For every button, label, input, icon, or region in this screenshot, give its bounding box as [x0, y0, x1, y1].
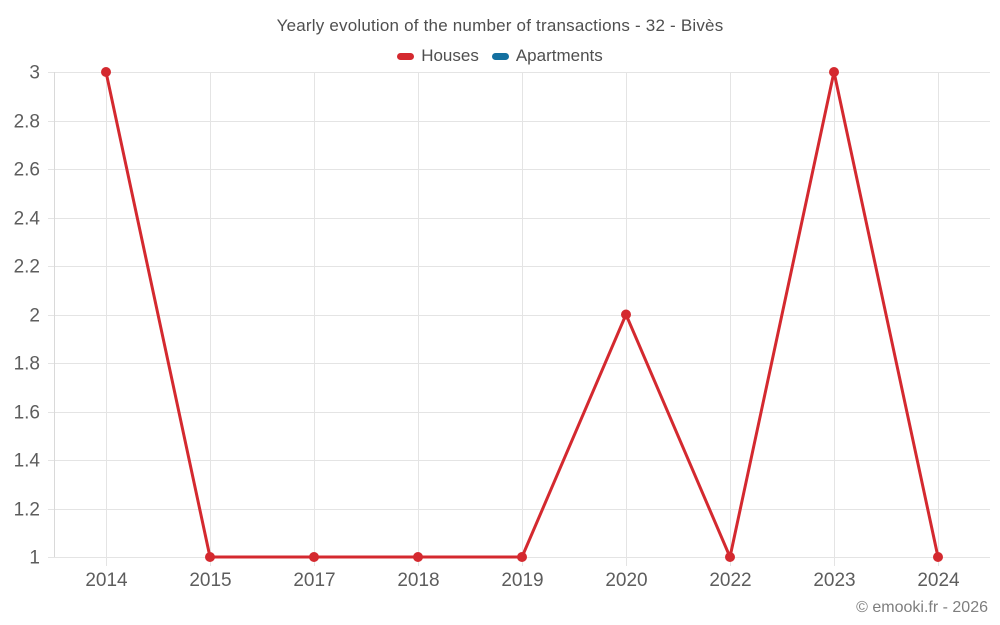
y-axis-label: 2.4 — [14, 209, 41, 230]
y-axis-label: 3 — [29, 63, 40, 84]
x-axis-label: 2022 — [709, 570, 751, 591]
copyright: © emooki.fr - 2026 — [856, 599, 988, 616]
legend-label-apartments: Apartments — [515, 46, 603, 65]
y-axis-label: 1.6 — [14, 403, 40, 424]
data-point-houses-2017[interactable] — [309, 552, 319, 562]
y-axis-label: 1.8 — [14, 354, 40, 375]
x-axis-label: 2017 — [293, 570, 335, 591]
legend-swatch-apartments — [491, 52, 509, 60]
x-axis-label: 2019 — [501, 570, 543, 591]
data-point-houses-2018[interactable] — [413, 552, 423, 562]
y-axis-label: 1.4 — [14, 451, 41, 472]
data-point-houses-2015[interactable] — [205, 552, 215, 562]
x-axis-label: 2014 — [85, 570, 128, 591]
legend-label-houses: Houses — [421, 46, 479, 65]
x-axis-label: 2020 — [605, 570, 647, 591]
x-axis-label: 2015 — [189, 570, 231, 591]
legend: Houses Apartments — [0, 46, 1000, 66]
x-axis-label: 2023 — [813, 570, 855, 591]
data-point-houses-2014[interactable] — [101, 67, 111, 77]
legend-item-apartments[interactable]: Apartments — [491, 46, 603, 66]
data-point-houses-2019[interactable] — [517, 552, 527, 562]
y-axis-label: 1 — [29, 548, 40, 569]
data-point-houses-2023[interactable] — [829, 67, 839, 77]
y-axis-label: 1.2 — [14, 500, 40, 521]
legend-swatch-houses — [397, 52, 415, 60]
data-point-houses-2022[interactable] — [725, 552, 735, 562]
y-axis-label: 2.8 — [14, 112, 40, 133]
data-point-houses-2020[interactable] — [621, 309, 631, 320]
chart-title: Yearly evolution of the number of transa… — [276, 16, 724, 35]
data-point-houses-2024[interactable] — [933, 552, 943, 562]
x-axis-label: 2018 — [397, 570, 439, 591]
legend-item-houses[interactable]: Houses — [397, 46, 479, 66]
y-axis-label: 2.2 — [14, 257, 40, 278]
y-axis-label: 2 — [29, 306, 40, 327]
y-axis-label: 2.6 — [14, 160, 40, 181]
x-axis-label: 2024 — [917, 570, 960, 591]
